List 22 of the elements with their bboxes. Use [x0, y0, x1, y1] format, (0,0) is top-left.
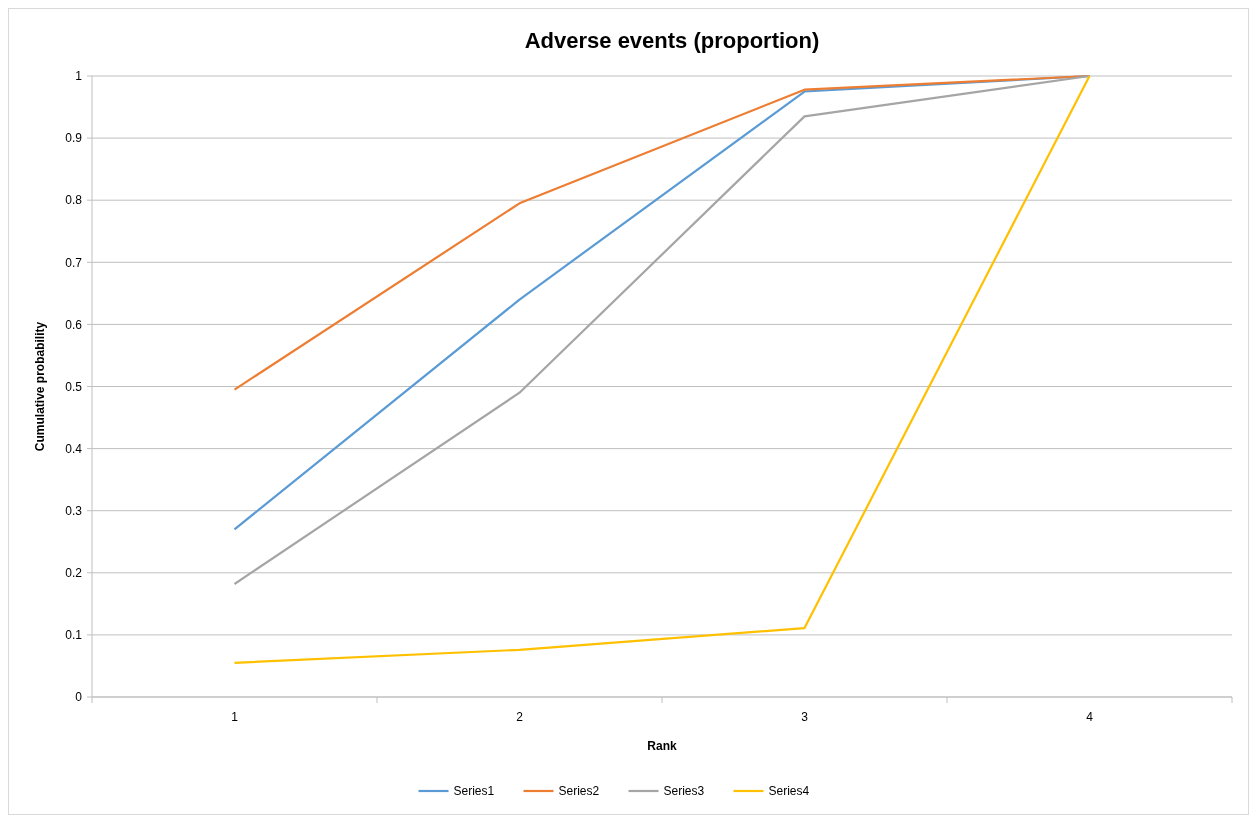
y-tick-label: 0.5 [65, 379, 83, 394]
y-tick-label: 1 [75, 69, 83, 84]
legend-label: Series4 [768, 784, 810, 799]
y-tick-label: 0.6 [65, 317, 83, 332]
legend-label: Series3 [663, 784, 705, 799]
y-tick-label: 0.4 [65, 441, 83, 456]
x-tick-label: 3 [801, 710, 809, 724]
x-axis-title: Rank [647, 739, 677, 753]
x-tick-label: 4 [1086, 710, 1094, 724]
y-tick-label: 0.2 [65, 566, 83, 580]
chart-title: Adverse events (proportion) [524, 28, 820, 53]
legend-label: Series2 [558, 784, 600, 799]
y-tick-label: 0.8 [65, 193, 83, 208]
x-tick-label: 1 [231, 710, 239, 724]
y-tick-label: 0.1 [65, 628, 83, 643]
y-tick-label: 0 [75, 690, 83, 705]
x-tick-label: 2 [516, 710, 524, 724]
legend-label: Series1 [453, 784, 495, 799]
y-tick-label: 0.7 [65, 255, 83, 270]
y-tick-label: 0.9 [65, 131, 83, 146]
y-tick-label: 0.3 [65, 503, 83, 518]
y-axis-title: Cumulative probability [33, 321, 47, 452]
